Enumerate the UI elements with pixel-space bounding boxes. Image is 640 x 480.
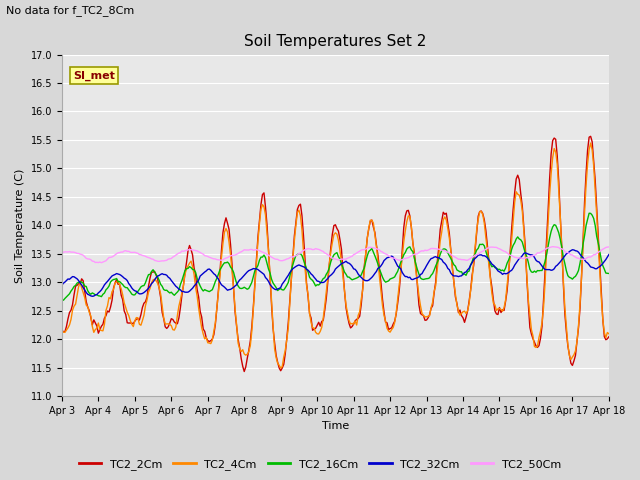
TC2_2Cm	[401, 213, 409, 219]
Title: Soil Temperatures Set 2: Soil Temperatures Set 2	[244, 34, 427, 49]
TC2_2Cm	[371, 229, 379, 235]
Line: TC2_16Cm: TC2_16Cm	[62, 213, 609, 300]
TC2_50Cm	[97, 260, 105, 265]
TC2_4Cm	[160, 315, 168, 321]
TC2_32Cm	[401, 274, 409, 279]
Text: SI_met: SI_met	[73, 71, 115, 81]
TC2_32Cm	[161, 272, 169, 277]
TC2_16Cm	[605, 271, 612, 276]
TC2_2Cm	[160, 316, 168, 322]
TC2_2Cm	[587, 133, 595, 139]
TC2_32Cm	[389, 254, 397, 260]
Line: TC2_4Cm: TC2_4Cm	[62, 143, 609, 368]
TC2_50Cm	[58, 250, 66, 256]
TC2_4Cm	[277, 365, 285, 371]
TC2_16Cm	[540, 264, 547, 269]
Y-axis label: Soil Temperature (C): Soil Temperature (C)	[15, 168, 25, 283]
TC2_4Cm	[587, 140, 595, 146]
TC2_32Cm	[58, 282, 66, 288]
TC2_4Cm	[73, 293, 81, 299]
TC2_32Cm	[568, 247, 576, 252]
TC2_32Cm	[88, 293, 96, 299]
TC2_32Cm	[73, 276, 81, 282]
TC2_2Cm	[58, 328, 66, 334]
TC2_16Cm	[389, 275, 397, 281]
TC2_2Cm	[73, 282, 81, 288]
TC2_50Cm	[161, 258, 169, 264]
TC2_2Cm	[540, 297, 547, 303]
TC2_4Cm	[540, 304, 547, 310]
TC2_4Cm	[58, 327, 66, 333]
Text: No data for f_TC2_8Cm: No data for f_TC2_8Cm	[6, 5, 134, 16]
TC2_16Cm	[586, 210, 593, 216]
Line: TC2_32Cm: TC2_32Cm	[62, 250, 609, 296]
TC2_50Cm	[540, 248, 547, 253]
TC2_32Cm	[605, 252, 612, 257]
Line: TC2_2Cm: TC2_2Cm	[62, 136, 609, 372]
TC2_16Cm	[60, 298, 67, 303]
TC2_2Cm	[389, 321, 397, 327]
TC2_32Cm	[371, 271, 379, 276]
X-axis label: Time: Time	[322, 421, 349, 432]
TC2_4Cm	[371, 231, 379, 237]
TC2_50Cm	[389, 255, 397, 261]
TC2_50Cm	[73, 251, 81, 256]
TC2_4Cm	[401, 228, 409, 234]
TC2_50Cm	[401, 256, 409, 262]
TC2_32Cm	[540, 265, 547, 271]
TC2_2Cm	[605, 334, 612, 340]
TC2_16Cm	[401, 250, 409, 255]
TC2_16Cm	[161, 288, 169, 293]
Legend: TC2_2Cm, TC2_4Cm, TC2_16Cm, TC2_32Cm, TC2_50Cm: TC2_2Cm, TC2_4Cm, TC2_16Cm, TC2_32Cm, TC…	[74, 455, 566, 474]
TC2_4Cm	[605, 331, 612, 336]
TC2_16Cm	[75, 279, 83, 285]
TC2_4Cm	[389, 324, 397, 330]
TC2_16Cm	[371, 253, 379, 259]
TC2_50Cm	[605, 244, 612, 250]
TC2_16Cm	[58, 296, 66, 302]
Line: TC2_50Cm: TC2_50Cm	[62, 247, 609, 263]
TC2_50Cm	[549, 244, 557, 250]
TC2_2Cm	[241, 369, 248, 374]
TC2_50Cm	[371, 245, 379, 251]
